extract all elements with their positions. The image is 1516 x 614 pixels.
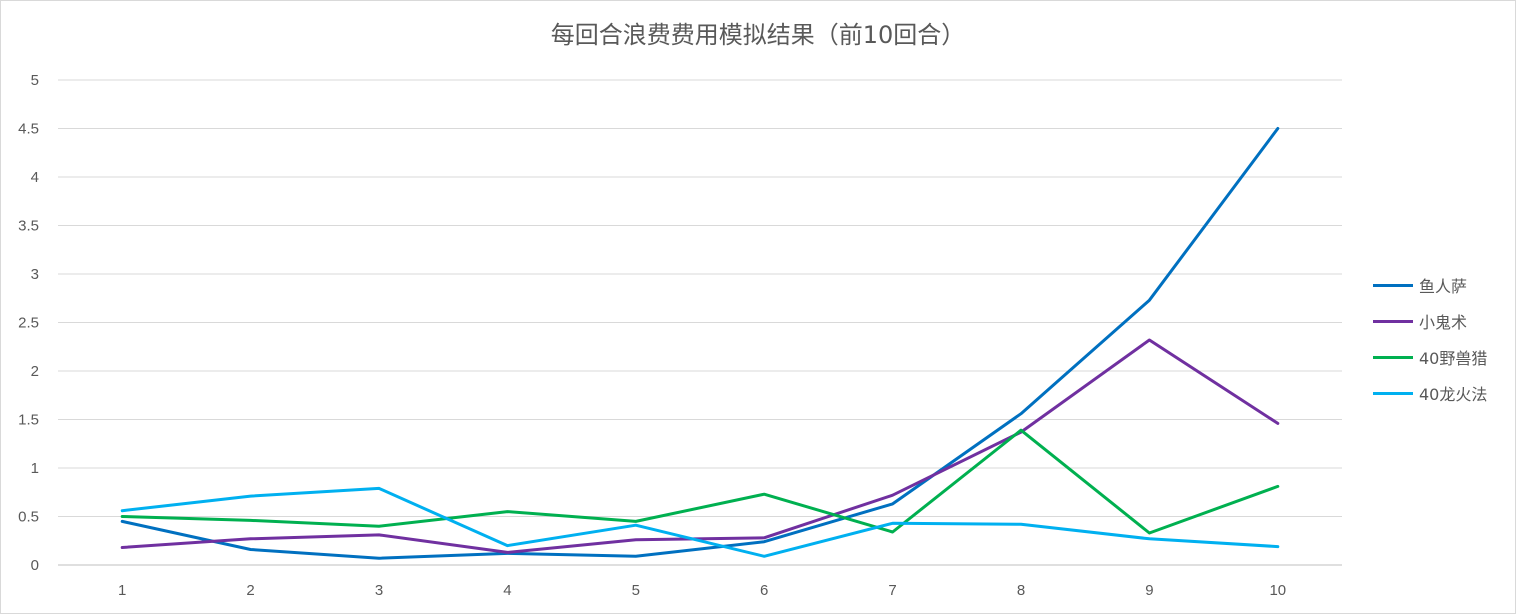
x-tick-label: 2 <box>246 582 254 599</box>
legend-swatch <box>1373 391 1413 395</box>
legend-swatch <box>1373 355 1413 359</box>
series-line-0 <box>120 127 1280 560</box>
series-line-2 <box>120 428 1280 535</box>
x-tick-label: 8 <box>1017 582 1025 599</box>
y-tick-label: 3.5 <box>18 218 39 235</box>
legend-label: 小鬼术 <box>1419 313 1468 332</box>
chart-title: 每回合浪费费用模拟结果（前10回合） <box>550 21 966 49</box>
legend-swatch <box>1373 283 1413 287</box>
chart-legend: 鱼人萨小鬼术 40野兽猎 40龙火法 <box>1373 267 1487 411</box>
y-tick-label: 0.5 <box>18 509 39 526</box>
x-tick-label: 9 <box>1145 582 1153 599</box>
x-tick-label: 4 <box>503 582 511 599</box>
legend-item: 40野兽猎 <box>1373 339 1487 375</box>
legend-label: 40野兽猎 <box>1419 349 1488 368</box>
y-tick-label: 3 <box>31 266 39 283</box>
x-tick-label: 5 <box>632 582 640 599</box>
legend-label: 鱼人萨 <box>1419 277 1468 296</box>
legend-item: 小鬼术 <box>1373 303 1487 339</box>
y-tick-label: 4.5 <box>18 121 39 138</box>
y-tick-label: 1 <box>31 460 39 477</box>
x-tick-label: 3 <box>375 582 383 599</box>
x-tick-label: 1 <box>118 582 126 599</box>
series-line-1 <box>120 338 1280 554</box>
y-tick-label: 2 <box>31 363 39 380</box>
legend-label: 40龙火法 <box>1419 385 1488 404</box>
series-line-3 <box>120 486 1280 558</box>
y-tick-label: 0 <box>31 557 39 574</box>
y-tick-label: 4 <box>31 169 39 186</box>
y-tick-label: 5 <box>31 72 39 89</box>
y-tick-label: 2.5 <box>18 315 39 332</box>
legend-item: 鱼人萨 <box>1373 267 1487 303</box>
x-tick-label: 6 <box>760 582 768 599</box>
x-tick-label: 7 <box>888 582 896 599</box>
legend-item: 40龙火法 <box>1373 375 1487 411</box>
y-tick-label: 1.5 <box>18 412 39 429</box>
x-tick-label: 10 <box>1269 582 1286 599</box>
legend-swatch <box>1373 319 1413 323</box>
